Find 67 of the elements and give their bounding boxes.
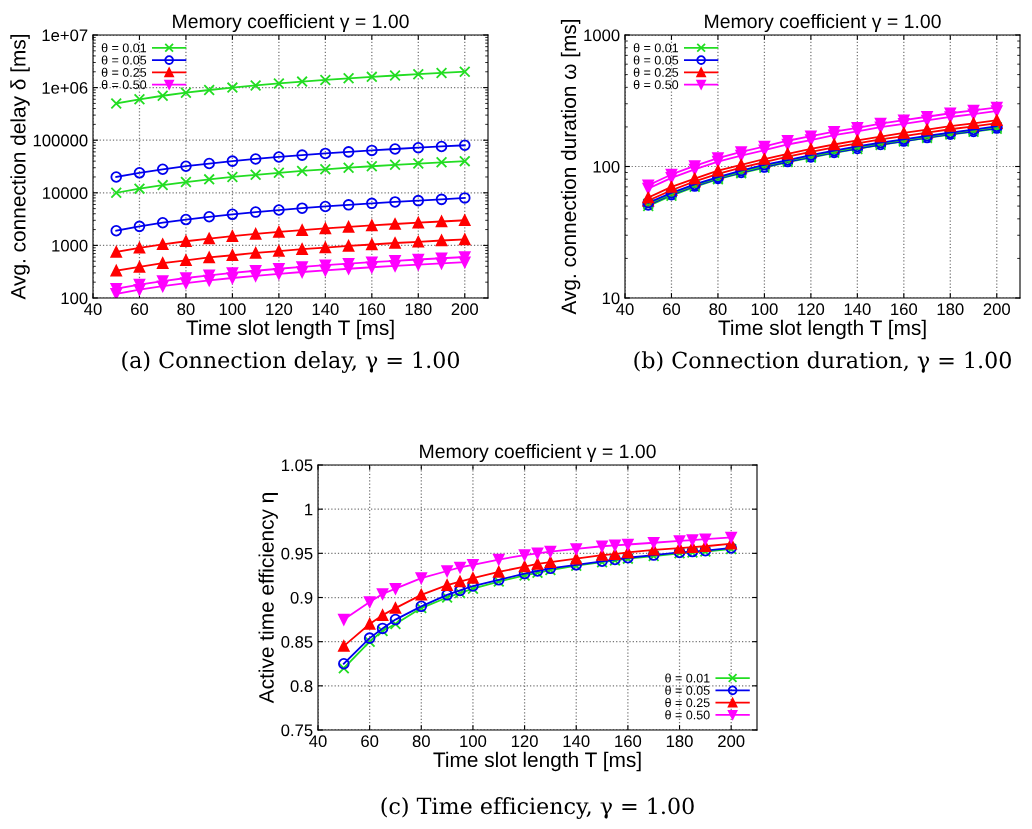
y-tick-label: 1000	[584, 29, 620, 42]
y-axis-title: Avg. connection duration ω [ms]	[560, 19, 581, 315]
x-axis-title: Time slot length T [ms]	[433, 751, 641, 772]
text: (c) Time efficiency, γ = 1.00	[381, 797, 694, 819]
legend-label: θ = 0.05	[101, 55, 147, 65]
x-tick-label: 60	[131, 303, 149, 316]
y-tick-label: 10	[602, 292, 620, 305]
legend-label: θ = 0.50	[665, 710, 710, 720]
y-axis-title: Avg. connection delay δ [ms]	[10, 34, 30, 300]
x-tick-label: 80	[709, 303, 727, 316]
y-tick-label: 10000	[43, 187, 88, 199]
x-tick-label: 160	[615, 735, 642, 748]
legend-label: θ = 0.05	[633, 55, 679, 65]
y-tick-label: 1000	[52, 239, 88, 252]
chart-title: Memory coefficient γ = 1.00	[705, 13, 941, 33]
x-tick-label: 120	[511, 735, 538, 748]
x-axis-title: Time slot length T [ms]	[718, 319, 926, 340]
y-tick-label: 100	[593, 160, 620, 173]
y-tick-label: 1	[305, 503, 313, 516]
x-tick-label: 140	[844, 303, 871, 316]
y-tick-label: 1e+06	[42, 82, 88, 94]
y-tick-label: 0.85	[281, 636, 313, 648]
y-tick-label: 100	[61, 292, 88, 305]
x-tick-label: 200	[718, 735, 745, 748]
legend-label: θ = 0.50	[101, 79, 147, 90]
legend-label: θ = 0.25	[101, 67, 147, 77]
x-tick-label: 40	[616, 303, 634, 316]
y-tick-label: 1.05	[281, 459, 313, 472]
x-tick-label: 40	[309, 735, 327, 748]
x-tick-label: 80	[412, 735, 430, 748]
x-tick-label: 160	[359, 303, 386, 316]
x-tick-label: 100	[751, 303, 778, 316]
x-tick-label: 160	[891, 303, 918, 316]
x-tick-label: 120	[798, 303, 825, 316]
chart-title: Memory coefficient γ = 1.00	[420, 443, 656, 463]
x-tick-label: 180	[937, 303, 964, 316]
x-tick-label: 60	[663, 303, 681, 316]
legend-label: θ = 0.25	[633, 67, 679, 77]
x-tick-label: 140	[563, 735, 590, 748]
x-tick-label: 200	[983, 303, 1011, 316]
legend-label: θ = 0.01	[665, 673, 710, 683]
x-tick-label: 100	[219, 303, 246, 316]
x-tick-label: 100	[460, 735, 487, 748]
y-tick-label: 0.95	[281, 547, 313, 560]
x-tick-label: 200	[451, 303, 479, 316]
chart-title: Memory coefficient γ = 1.00	[173, 13, 409, 33]
y-tick-label: 0.75	[281, 724, 313, 737]
x-tick-label: 180	[666, 735, 693, 748]
text: (a) Connection delay, γ = 1.00	[122, 351, 460, 373]
x-tick-label: 60	[361, 735, 379, 748]
y-tick-label: 1e+07	[42, 29, 88, 42]
x-tick-label: 40	[84, 303, 102, 316]
y-tick-label: 100000	[33, 134, 88, 147]
legend-label: θ = 0.50	[633, 79, 679, 90]
x-tick-label: 120	[266, 303, 293, 316]
x-tick-label: 180	[405, 303, 432, 316]
y-axis-title: Active time efficiency η	[258, 493, 278, 704]
x-tick-label: 80	[177, 303, 195, 316]
x-axis-title: Time slot length T [ms]	[186, 319, 394, 340]
y-tick-label: 0.9	[290, 591, 313, 604]
text: (b) Connection duration, γ = 1.00	[634, 351, 1011, 373]
legend-label: θ = 0.25	[665, 697, 710, 708]
legend-label: θ = 0.05	[665, 685, 710, 695]
legend-label: θ = 0.01	[101, 43, 147, 53]
y-tick-label: 0.8	[290, 680, 313, 693]
x-tick-label: 140	[312, 303, 339, 316]
legend-label: θ = 0.01	[633, 43, 679, 53]
